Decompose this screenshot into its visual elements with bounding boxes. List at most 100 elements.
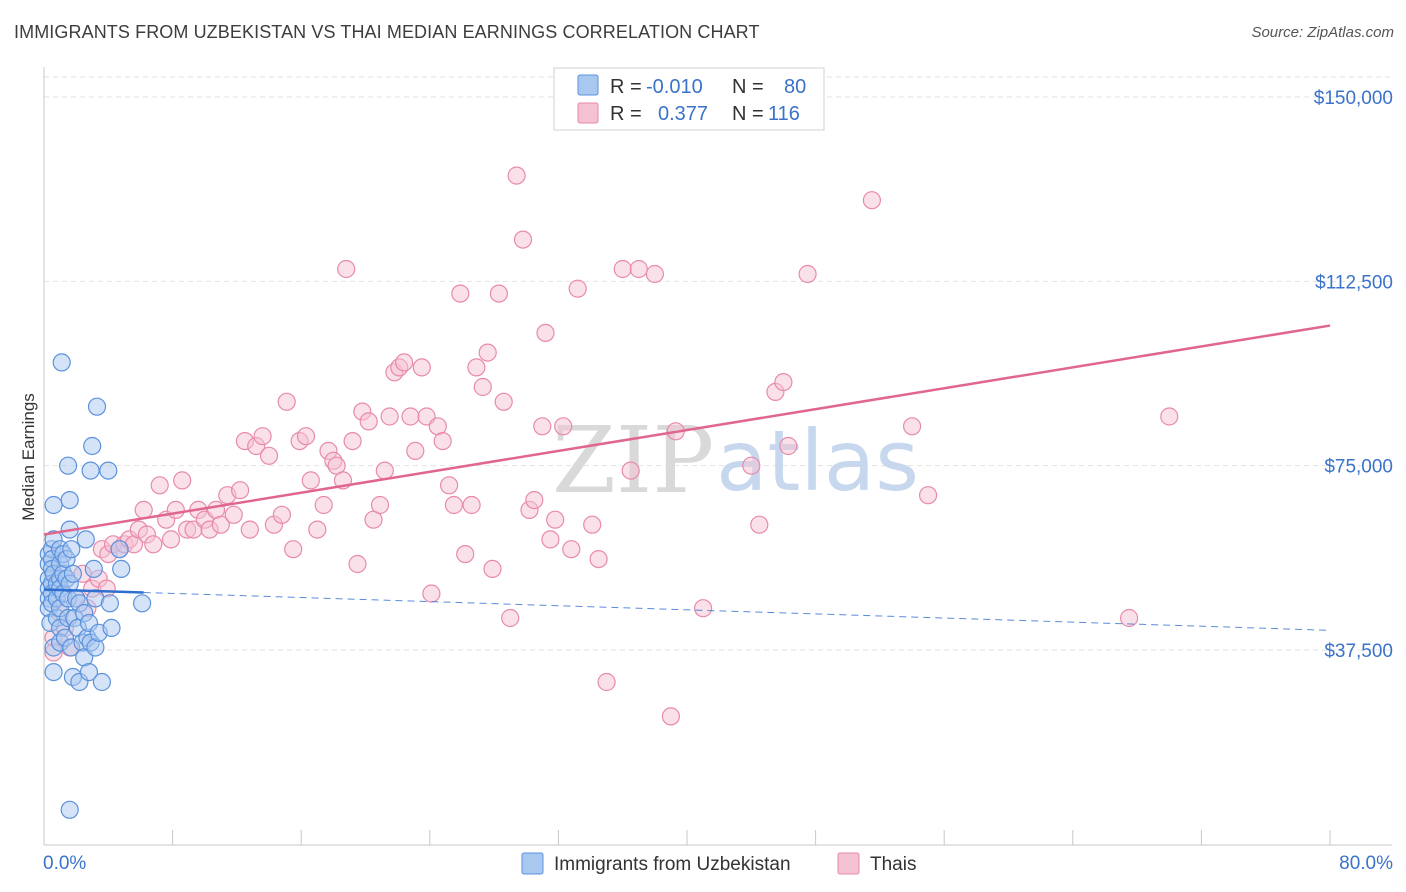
thais-point-40 (253, 427, 272, 446)
uzbekistan-point-38 (60, 491, 79, 510)
thais-point-35 (224, 505, 243, 524)
thais-point-73 (433, 432, 452, 451)
uzbekistan-point-42 (62, 540, 81, 559)
y-tick-label-1: $75,000 (1324, 457, 1393, 478)
thais-point-66 (395, 353, 414, 372)
bottom-legend-swatch-pink (837, 852, 860, 875)
thais-point-68 (406, 441, 425, 460)
legend-r-value-2: 0.377 (658, 103, 708, 125)
thais-point-94 (554, 417, 573, 436)
uzbekistan-point-71 (112, 559, 131, 579)
legend-n-label-2: N = (732, 103, 764, 125)
thais-point-96 (568, 279, 587, 298)
thais-point-26 (173, 471, 192, 490)
uzbekistan-point-61 (84, 559, 103, 579)
uzbekistan-point-66 (92, 672, 112, 692)
thais-point-104 (661, 707, 681, 726)
legend-r-label-1: R = (610, 76, 642, 98)
bottom-legend-label-thais: Thais (870, 854, 916, 875)
legend-r-value-1: -0.010 (646, 76, 703, 98)
thais-point-92 (541, 530, 560, 549)
bottom-legend-label-uzbekistan: Immigrants from Uzbekistan (554, 854, 791, 875)
thais-point-84 (494, 392, 513, 411)
uzbekistan-point-28 (52, 353, 71, 372)
uzbekistan-point-62 (86, 638, 105, 657)
uzbekistan-point-13 (44, 495, 63, 515)
thais-point-56 (343, 432, 362, 451)
thais-point-45 (284, 540, 303, 559)
uzbekistan-point-45 (63, 564, 83, 583)
thais-point-101 (621, 461, 640, 480)
uzbekistan-point-70 (110, 540, 129, 559)
x-tick-label-max: 80.0% (1339, 853, 1393, 874)
thais-point-77 (456, 544, 475, 564)
legend-frame (553, 67, 825, 131)
uzbekistan-trend-dashed (143, 591, 1331, 631)
thais-point-38 (240, 520, 259, 539)
thais-point-71 (422, 584, 441, 603)
thais-point-103 (645, 264, 665, 284)
y-tick-labels: $37,500 $75,000 $112,500 $150,000 (1314, 88, 1393, 662)
y-axis-label: Median Earnings (19, 393, 38, 521)
thais-point-49 (308, 520, 327, 539)
thais-point-98 (589, 549, 608, 569)
thais-point-78 (462, 495, 481, 515)
thais-point-24 (161, 530, 181, 549)
thais-point-86 (507, 166, 526, 185)
thais-trend-line (43, 324, 1331, 536)
thais-point-36 (231, 481, 250, 500)
y-tick-label-2: $112,500 (1315, 272, 1393, 293)
thais-point-83 (489, 284, 508, 303)
uzbekistan-point-69 (102, 618, 121, 638)
thais-point-48 (301, 471, 320, 490)
thais-point-79 (467, 358, 486, 377)
bottom-legend-swatch-blue (521, 852, 544, 875)
legend-n-value-1: 80 (784, 76, 806, 98)
uzbekistan-point-35 (58, 456, 78, 475)
uzbekistan-point-64 (87, 397, 107, 416)
thais-point-108 (750, 515, 769, 534)
x-tick-label-min: 0.0% (43, 853, 86, 874)
y-tick-label-0: $37,500 (1324, 641, 1393, 662)
thais-point-89 (525, 491, 544, 510)
watermark-zip: ZIP (552, 407, 714, 514)
thais-point-41 (259, 446, 279, 465)
thais-point-33 (211, 515, 230, 534)
uzbekistan-point-67 (99, 461, 118, 480)
bottom-legend: Immigrants from Uzbekistan Thais (521, 852, 916, 875)
uzbekistan-point-72 (133, 594, 152, 613)
thais-point-21 (144, 535, 163, 554)
thais-point-112 (798, 264, 817, 284)
grid-lines (44, 76, 1392, 651)
series-uzbekistan-points (39, 353, 152, 819)
thais-point-81 (478, 343, 497, 362)
chart-title: IMMIGRANTS FROM UZBEKISTAN VS THAI MEDIA… (14, 22, 760, 42)
uzbekistan-point-60 (83, 436, 102, 456)
thais-point-102 (629, 259, 648, 279)
uzbekistan-point-68 (100, 594, 120, 613)
thais-point-44 (277, 392, 296, 411)
thais-point-74 (440, 476, 459, 495)
thais-point-85 (501, 608, 520, 628)
uzbekistan-point-56 (79, 662, 99, 682)
thais-point-22 (150, 476, 169, 495)
trend-lines (43, 324, 1331, 631)
thais-point-43 (272, 505, 291, 524)
uzbekistan-point-17 (44, 662, 63, 682)
thais-point-87 (513, 230, 533, 249)
legend-n-value-2: 116 (768, 103, 800, 125)
uzbekistan-point-41 (60, 800, 79, 819)
thais-point-90 (533, 417, 552, 436)
thais-point-25 (166, 500, 185, 519)
legend: R = -0.010 N = 80 R = 0.377 N = 116 (553, 67, 825, 131)
thais-point-106 (693, 599, 713, 618)
uzbekistan-trend-solid (43, 588, 144, 594)
thais-point-97 (583, 515, 602, 534)
thais-point-115 (918, 486, 938, 505)
legend-r-label-2: R = (610, 103, 642, 125)
thais-point-111 (779, 436, 798, 456)
legend-swatch-pink (577, 102, 599, 124)
thais-point-61 (370, 495, 390, 515)
thais-point-55 (337, 259, 356, 279)
